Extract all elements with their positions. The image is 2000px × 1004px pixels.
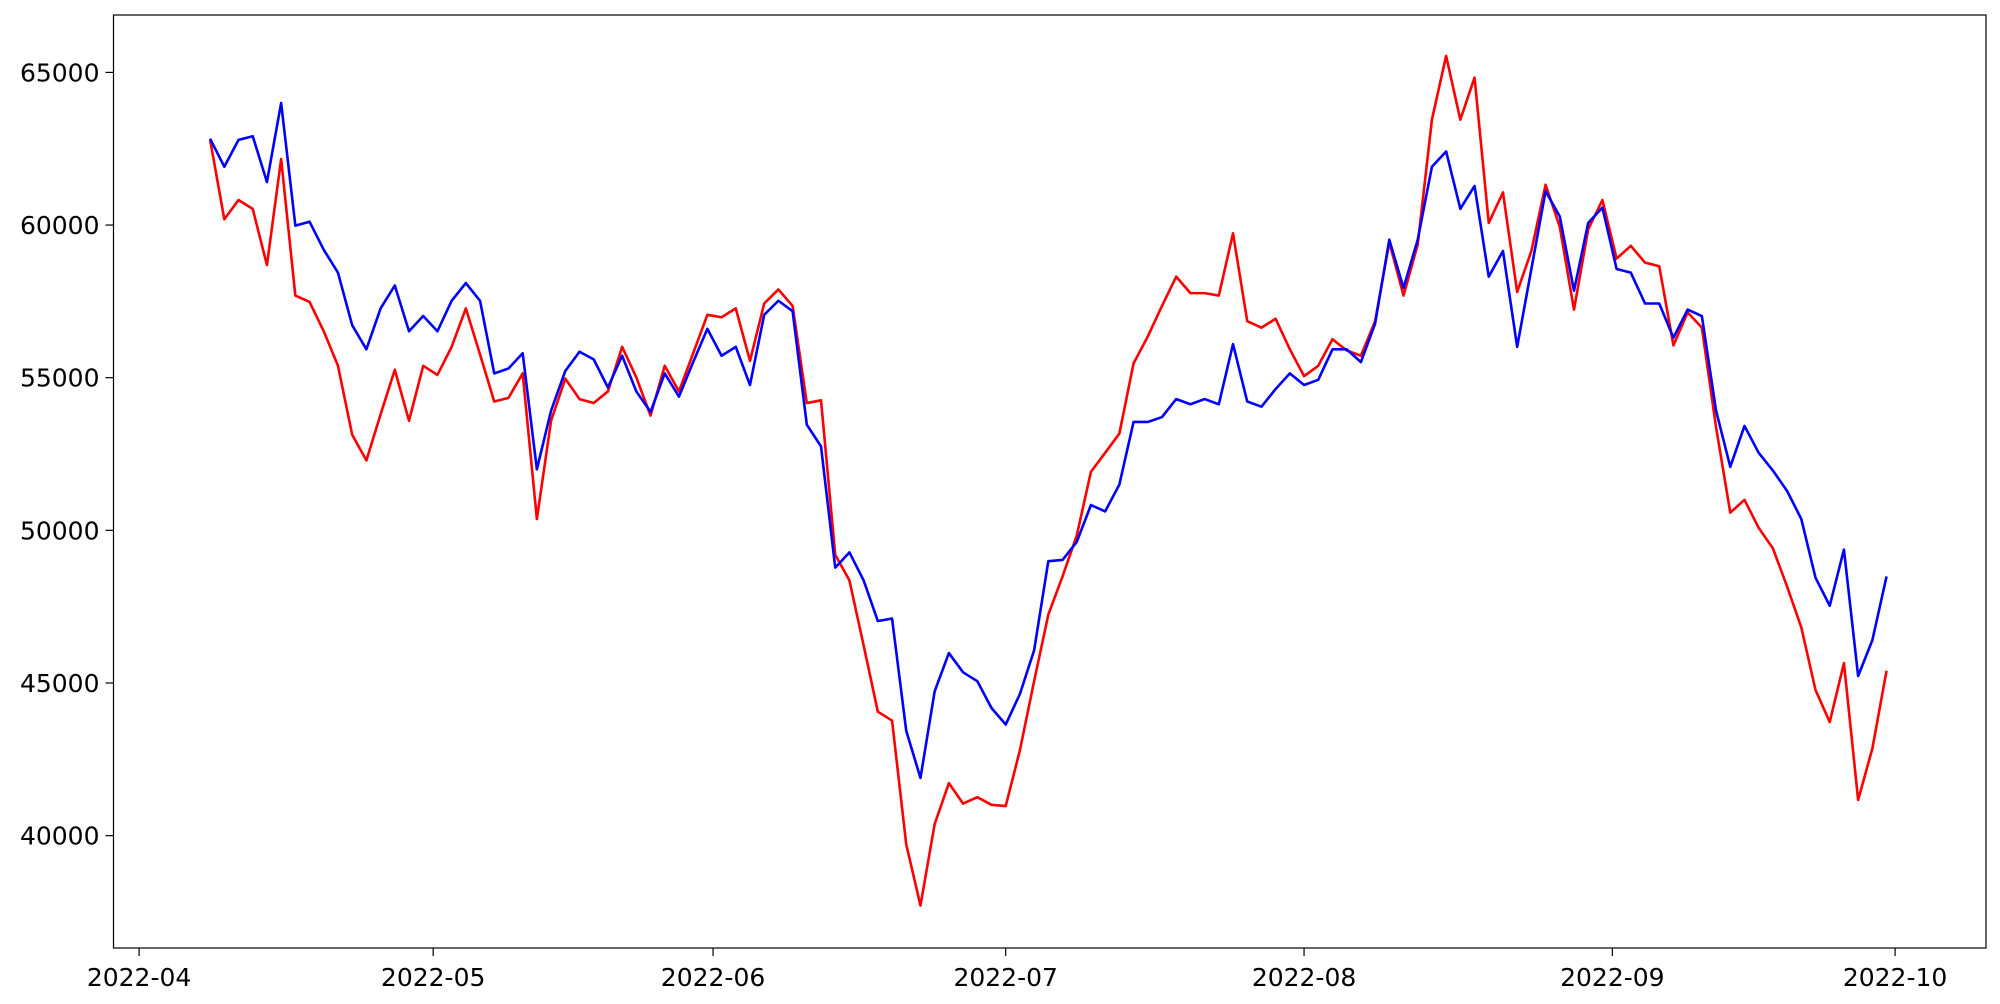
- y-tick-label: 50000: [20, 516, 100, 545]
- x-tick-label: 2022-04: [87, 963, 191, 992]
- y-tick-label: 55000: [20, 364, 100, 393]
- x-tick-label: 2022-08: [1252, 963, 1356, 992]
- x-tick-label: 2022-07: [953, 963, 1057, 992]
- y-tick-label: 60000: [20, 211, 100, 240]
- x-tick-label: 2022-10: [1843, 963, 1947, 992]
- series-line: [208, 101, 1888, 780]
- series-line: [208, 54, 1888, 907]
- plot-frame: [112, 14, 1987, 949]
- y-tick-label: 65000: [20, 58, 100, 87]
- x-tick-label: 2022-05: [381, 963, 485, 992]
- x-tick-label: 2022-09: [1560, 963, 1664, 992]
- x-tick-label: 2022-06: [661, 963, 765, 992]
- y-tick-label: 40000: [20, 822, 100, 851]
- y-tick-label: 45000: [20, 669, 100, 698]
